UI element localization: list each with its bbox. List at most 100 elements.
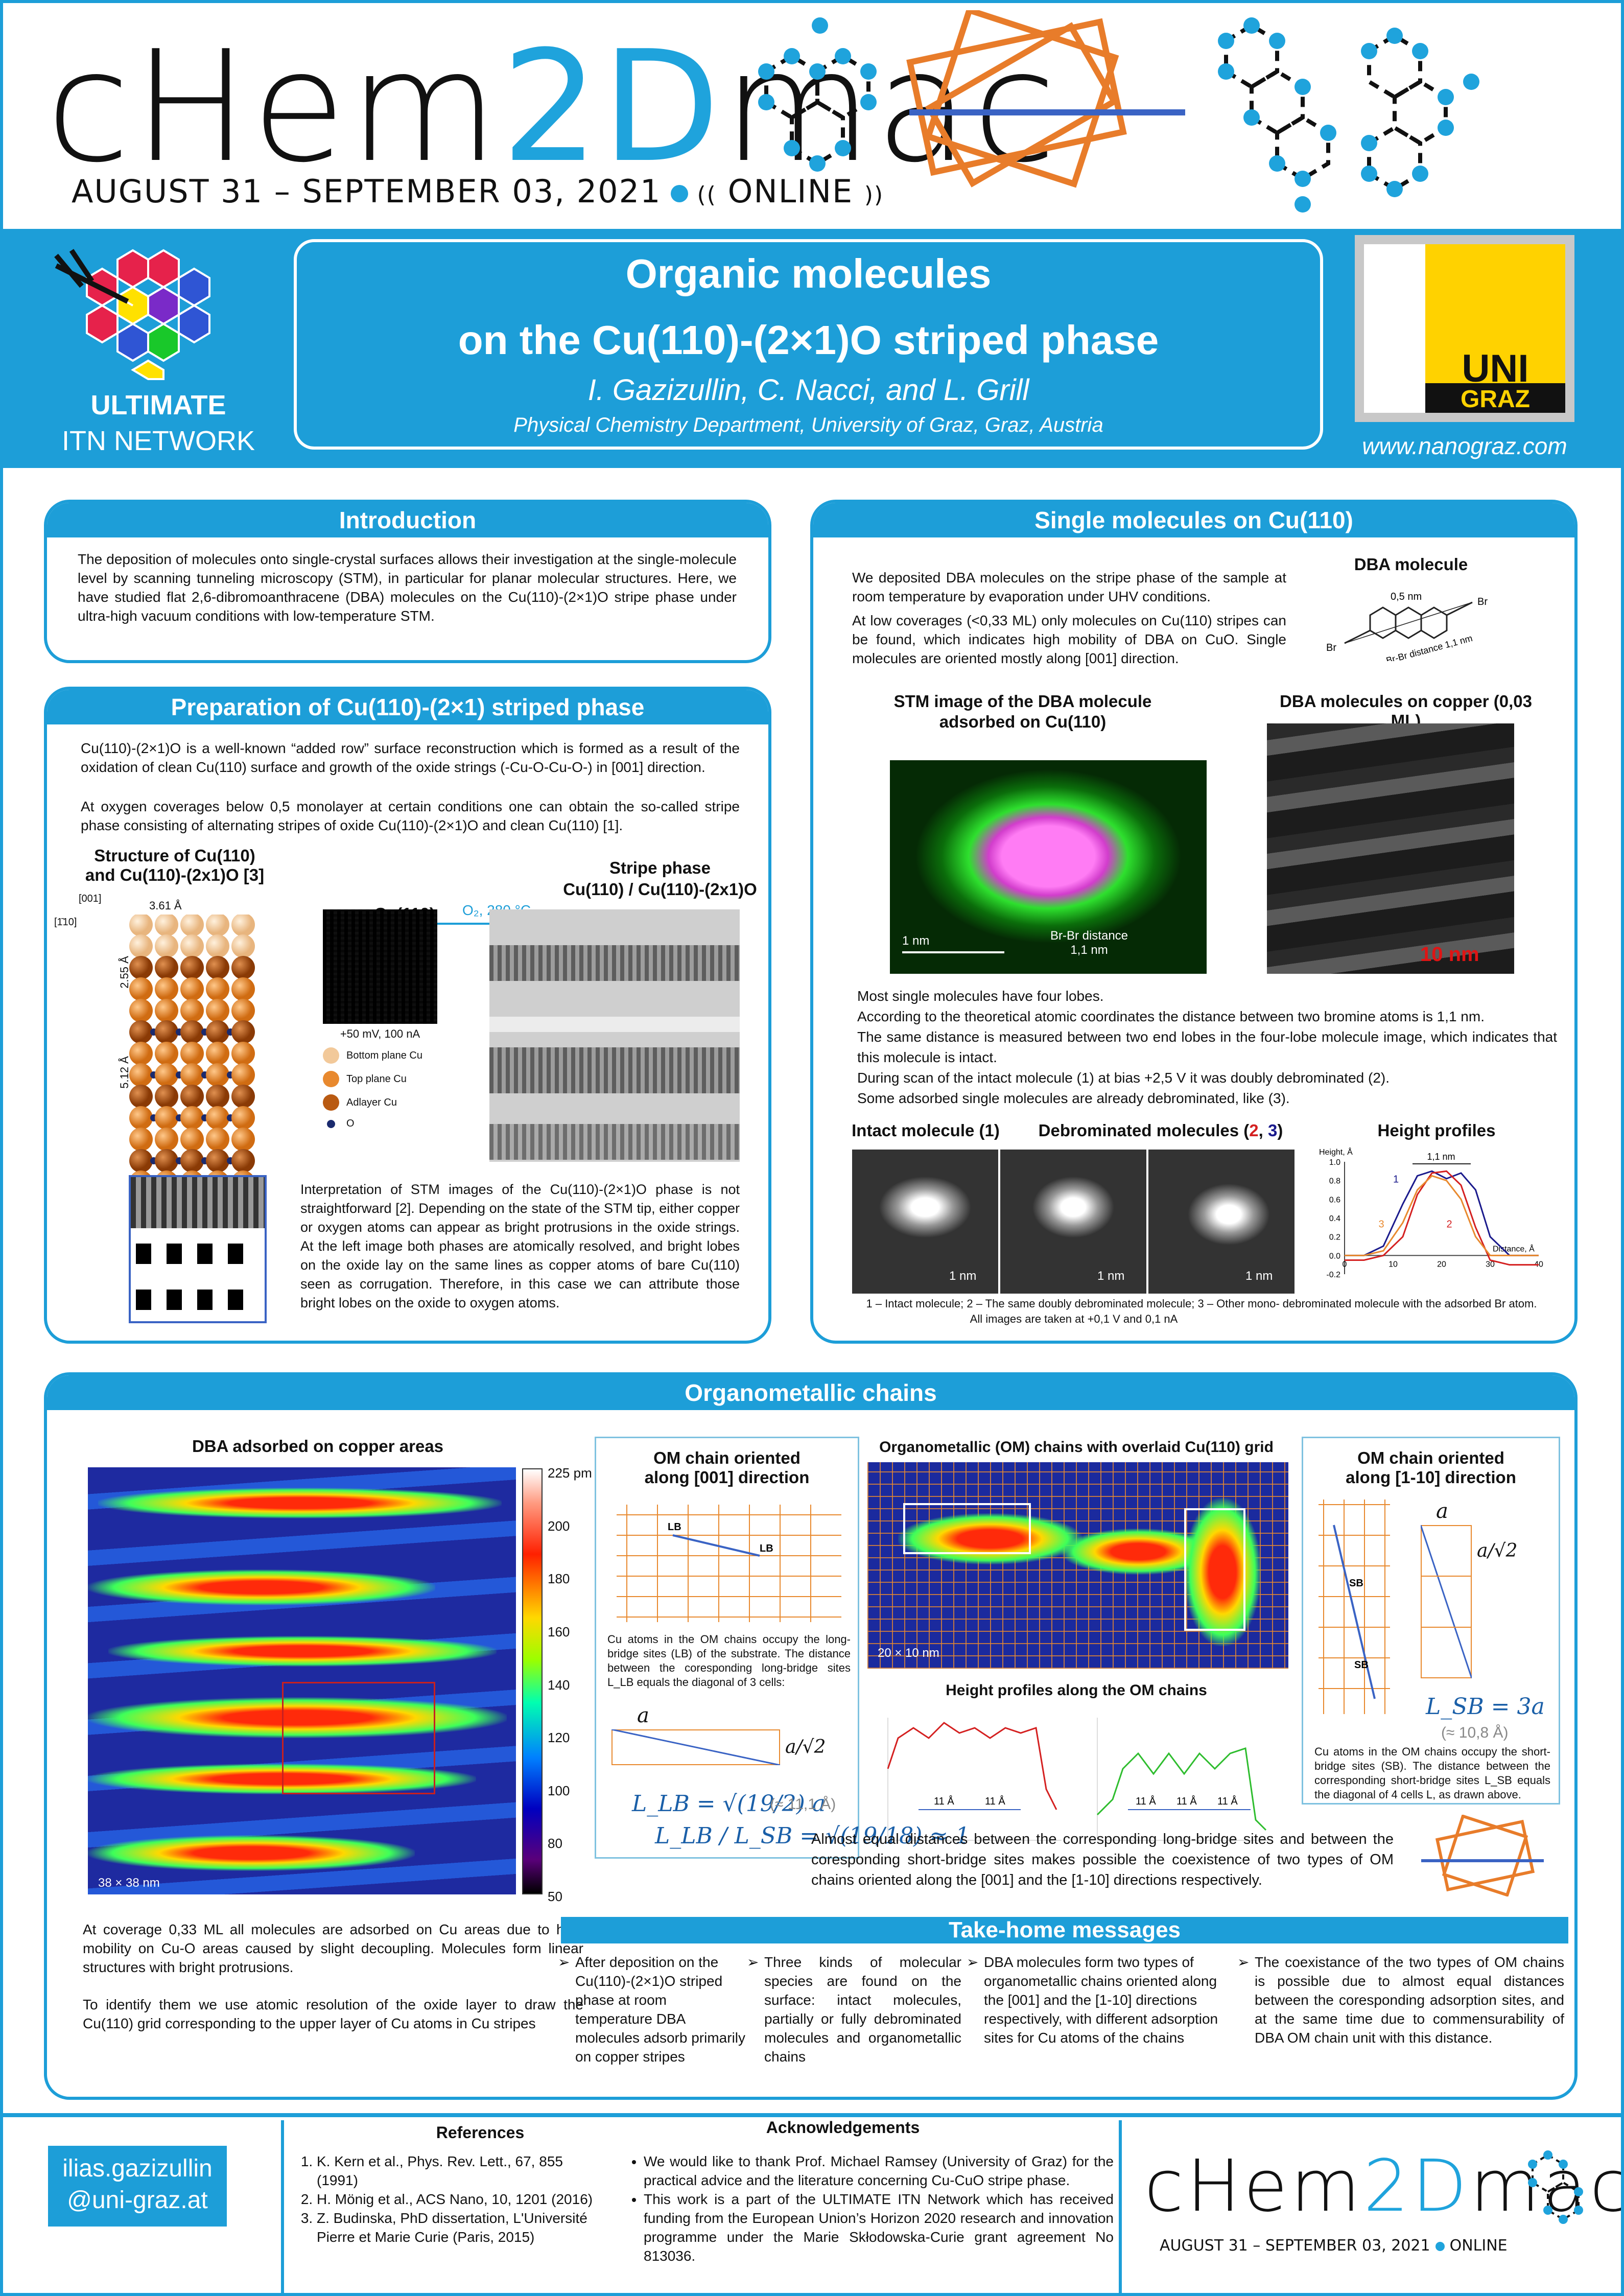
- atom: [231, 934, 255, 958]
- atom: [180, 1063, 204, 1087]
- atom: [231, 999, 255, 1022]
- atom: [180, 1042, 204, 1065]
- atom: [231, 956, 255, 979]
- atom: [206, 934, 229, 958]
- om-logo-graphic: [1421, 1815, 1544, 1896]
- svg-text:Br-Br distance 1,1 nm: Br-Br distance 1,1 nm: [1385, 633, 1473, 661]
- intro-text: The deposition of molecules onto single-…: [78, 551, 737, 624]
- atom: [155, 915, 178, 936]
- website-link[interactable]: www.nanograz.com: [1362, 433, 1567, 459]
- atom: [129, 1085, 153, 1108]
- side-view-stm-image: [129, 1175, 267, 1323]
- atom: [206, 999, 229, 1022]
- atom: [155, 1085, 178, 1108]
- grid-caption: Organometallic (OM) chains with overlaid…: [879, 1439, 1274, 1456]
- section-title: Preparation of Cu(110)-(2×1) striped pha…: [47, 690, 768, 724]
- prep-text: Cu(110)-(2×1)O is a well-known “added ro…: [81, 740, 740, 775]
- llb-formula: L_LB = √(19/2) a: [632, 1791, 826, 1817]
- dba-structure-diagram: 0,5 nm Br Br Br-Br distance 1,1 nm: [1326, 591, 1488, 661]
- atom: [206, 956, 229, 979]
- y-tick-label: 0.8: [1329, 1177, 1340, 1186]
- atom: [231, 1042, 255, 1065]
- svg-text:11 Å: 11 Å: [934, 1795, 954, 1807]
- poster-title-line2: on the Cu(110)-(2×1)O striped phase: [458, 317, 1159, 363]
- atom: [180, 1149, 204, 1173]
- series-line-1: [1345, 1170, 1539, 1256]
- stm-dba-image: 1 nm Br-Br distance 1,1 nm: [890, 760, 1207, 974]
- x-axis-label: Distance, Å: [1493, 1244, 1535, 1253]
- x-tick-label: 0: [1343, 1260, 1347, 1269]
- atom: [180, 956, 204, 979]
- atom: [206, 1020, 229, 1044]
- series-label: 1: [1393, 1174, 1399, 1185]
- footer-divider: [0, 2113, 1624, 2117]
- takehome-item: Three kinds of molecular species are fou…: [747, 1953, 961, 2069]
- atom: [155, 1149, 178, 1173]
- svg-text:11 Å: 11 Å: [985, 1795, 1005, 1807]
- y-tick-label: 0.6: [1329, 1196, 1340, 1204]
- debrom-caption: Debrominated molecules (2, 3): [1038, 1121, 1283, 1140]
- atom: [155, 999, 178, 1022]
- om-left-text: At coverage 0,33 ML all molecules are ad…: [83, 1922, 583, 2031]
- dba-copper-height-map: 38 × 38 nm: [88, 1467, 516, 1894]
- contact-email[interactable]: ilias.gazizullin @uni-graz.at: [48, 2146, 227, 2227]
- section-title: Introduction: [47, 503, 768, 537]
- chem2dmat-footer-logo: cHem2Dmac: [1144, 2145, 1624, 2228]
- prep-text: At oxygen coverages below 0,5 monolayer …: [81, 799, 740, 833]
- stm-caption: adsorbed on Cu(110): [939, 712, 1107, 731]
- intact-molecule-image: 1 nm: [852, 1150, 998, 1294]
- atom: [231, 1020, 255, 1044]
- sb-explanation: Cu atoms in the OM chains occupy the sho…: [1314, 1745, 1550, 1801]
- svg-text:SB: SB: [1349, 1578, 1363, 1589]
- uni-graz-logo: UNI GRAZ: [1355, 235, 1574, 422]
- references-list: K. Kern et al., Phys. Rev. Lett., 67, 85…: [296, 2152, 603, 2246]
- takehome-item: DBA molecules form two types of organome…: [967, 1953, 1232, 2050]
- dba-copper-stm-image: 10 nm: [1267, 723, 1514, 974]
- atom: [206, 1106, 229, 1130]
- ratio-formula: L_LB / L_SB = √(19/18) ≈ 1: [655, 1823, 970, 1849]
- y-axis-label: Height, Å: [1319, 1147, 1353, 1157]
- section-title: Single molecules on Cu(110): [813, 503, 1574, 537]
- atom: [180, 999, 204, 1022]
- y-tick-label: 0.4: [1329, 1214, 1340, 1223]
- atom: [155, 1106, 178, 1130]
- stripe-phase-stm-image: [489, 909, 740, 1162]
- colorbar-ticks: 225 pm 200 180 160 140 120 100 80 50: [548, 1465, 592, 1904]
- x-tick-label: 40: [1534, 1260, 1543, 1269]
- debrominated-image-2: 1 nm: [1000, 1150, 1146, 1294]
- introduction-panel: Introduction The deposition of molecules…: [44, 500, 771, 663]
- atom: [155, 1128, 178, 1151]
- atom: [231, 915, 255, 936]
- stripe-caption: Stripe phase: [609, 858, 711, 877]
- atom: [155, 934, 178, 958]
- single-molecules-panel: Single molecules on Cu(110) We deposited…: [810, 500, 1578, 1344]
- om-110-grid-diagram: SB SB: [1319, 1500, 1390, 1714]
- atom: [155, 1020, 178, 1044]
- x-tick-label: 30: [1486, 1260, 1495, 1269]
- acknowledgements-title: Acknowledgements: [766, 2118, 920, 2137]
- annotation-label: 1,1 nm: [1427, 1152, 1455, 1162]
- itn-name: ULTIMATE: [90, 390, 226, 420]
- atom: [129, 999, 153, 1022]
- svg-text:LB: LB: [668, 1521, 681, 1533]
- ratio-text: Almost equal distances between the corre…: [811, 1831, 1394, 1888]
- lb-explanation: Cu atoms in the OM chains occupy the lon…: [607, 1633, 851, 1689]
- svg-text:11 Å: 11 Å: [1136, 1795, 1156, 1807]
- references-title: References: [436, 2123, 525, 2142]
- stm-caption: STM image of the DBA molecule: [893, 692, 1152, 711]
- dba-copper-caption: DBA adsorbed on copper areas: [192, 1437, 444, 1456]
- footnote: All images are taken at +0,1 V and 0,1 n…: [970, 1313, 1178, 1325]
- atom: [206, 1128, 229, 1151]
- atom: [129, 1128, 153, 1151]
- svg-text:Br: Br: [1326, 642, 1336, 653]
- affiliation: Physical Chemistry Department, Universit…: [513, 414, 1103, 436]
- atom: [129, 934, 153, 958]
- atom: [231, 1085, 255, 1108]
- atom: [231, 1106, 255, 1130]
- atom: [206, 977, 229, 1001]
- atom: [155, 977, 178, 1001]
- intact-caption: Intact molecule (1): [852, 1121, 1000, 1140]
- section-title: Organometallic chains: [47, 1375, 1574, 1410]
- svg-text:LB: LB: [760, 1543, 773, 1554]
- interpretation-text: Interpretation of STM images of the Cu(1…: [300, 1182, 740, 1310]
